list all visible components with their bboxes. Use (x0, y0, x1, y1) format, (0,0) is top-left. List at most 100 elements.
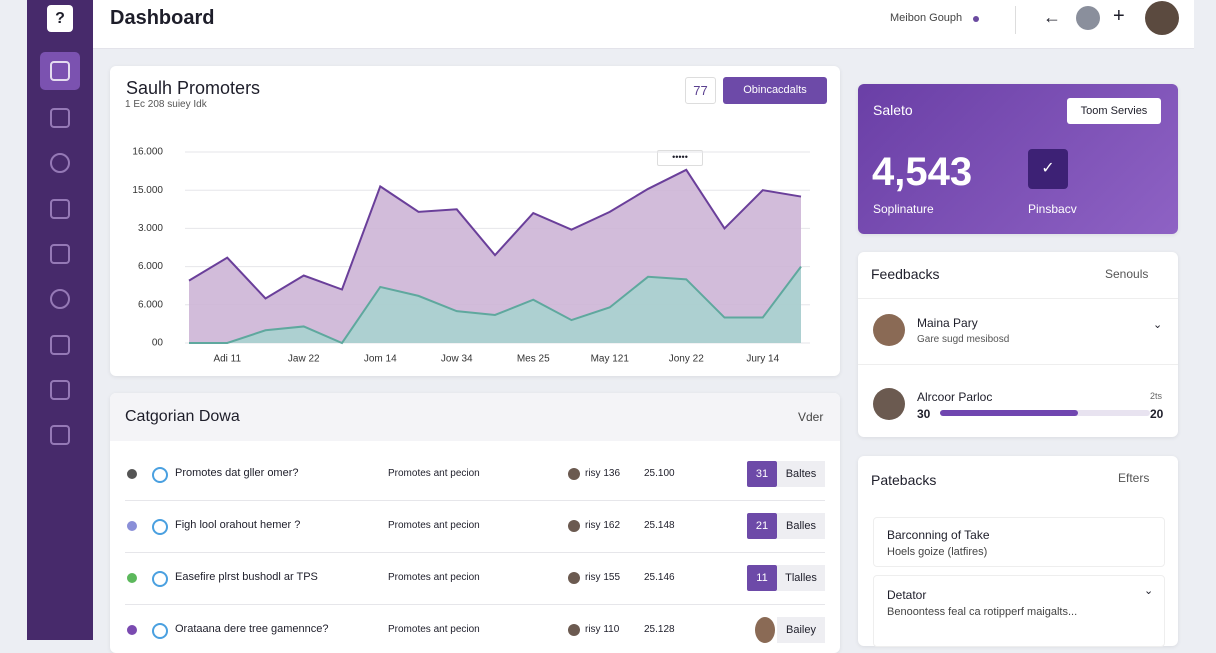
number: 25.148 (644, 520, 675, 531)
avatar (568, 624, 580, 636)
y-tick-label: 16.000 (132, 147, 163, 158)
category: Promotes ant pecion (388, 468, 480, 479)
nav-icon[interactable] (50, 380, 70, 400)
x-tick-label: Adi 11 (213, 354, 241, 365)
row-divider (125, 604, 825, 605)
action-button[interactable]: Obincacdalts (723, 77, 827, 104)
row-icon (152, 571, 168, 587)
count-badge: 11 (747, 565, 777, 591)
reference: risy 155 (585, 572, 621, 583)
number: 25.128 (644, 624, 675, 635)
table-card: Catgorian Dowa Vder Promotes dat gller o… (110, 393, 840, 653)
category: Promotes ant pecion (388, 624, 480, 635)
question[interactable]: Easefire plrst bushodl ar TPS (175, 571, 318, 583)
row-icon (152, 623, 168, 639)
add-button[interactable]: + (1113, 5, 1125, 27)
question[interactable]: Figh lool orahout hemer ? (175, 519, 301, 531)
item-title: Barconning of Take (887, 528, 990, 542)
card-button[interactable]: Toom Servies (1067, 98, 1161, 124)
avatar (873, 388, 905, 420)
row-icon (152, 519, 168, 535)
question[interactable]: Orataana dere tree gamennce? (175, 623, 329, 635)
item-name: Alrcoor Parloc (917, 390, 993, 404)
nav-active[interactable] (40, 52, 80, 90)
chevron[interactable]: ⌄ (1144, 585, 1154, 597)
card-title: Saleto (873, 102, 913, 118)
category: Promotes ant pecion (388, 520, 480, 531)
nav-icon[interactable] (50, 108, 70, 128)
status-dot (127, 573, 137, 583)
item-meta: 2ts (1150, 391, 1163, 401)
y-tick-label: 6.000 (138, 299, 163, 310)
card-action[interactable]: Efters (1118, 471, 1150, 485)
divider (1015, 6, 1016, 34)
feedbacks-card: Feedbacks Senouls Maina Pary Gare sugd m… (858, 252, 1178, 437)
item-title: Detator (887, 588, 927, 602)
avatar (568, 468, 580, 480)
item-name: Maina Pary (917, 316, 978, 330)
list-item[interactable]: Barconning of Take Hoels goize (latfires… (873, 517, 1165, 567)
status-dot (127, 625, 137, 635)
item-text: Gare sugd mesibosd (917, 334, 1010, 345)
patebacks-card: Patebacks Efters Barconning of Take Hoel… (858, 456, 1178, 647)
status-dot (127, 521, 137, 531)
chart-subtitle: 1 Ec 208 suiey Idk (125, 99, 207, 110)
x-tick-label: Jury 14 (746, 354, 779, 365)
list-item[interactable]: Detator Benoontess feal ca rotipperf mai… (873, 575, 1165, 647)
tag[interactable]: Baltes (777, 461, 825, 487)
header: Dashboard Meibon Gouph ← + (93, 0, 1194, 49)
tag[interactable]: Tlalles (777, 565, 825, 591)
chart: 00 6.000 6.000 3.000 15.000 16.000 Adi 11 Jaw 2… (132, 147, 810, 365)
reference: risy 162 (585, 520, 621, 531)
divider (858, 364, 1178, 365)
avatar[interactable] (1145, 1, 1179, 35)
status-dot (127, 469, 137, 479)
nav-icon[interactable] (50, 244, 70, 264)
page-title: Dashboard (110, 7, 215, 29)
reference: risy 136 (585, 468, 621, 479)
big-value: 4,543 (872, 150, 973, 194)
sales-card: Saleto Toom Servies 4,543 ✓ Soplinature … (858, 84, 1178, 234)
tag[interactable]: Bailey (777, 617, 825, 643)
chevron[interactable]: ⌄ (1153, 319, 1163, 331)
avatar (755, 617, 775, 643)
badge[interactable]: 77 (685, 77, 716, 104)
row-divider (125, 552, 825, 553)
y-tick-label: 3.000 (138, 223, 163, 234)
x-tick-label: Jaw 22 (288, 354, 320, 365)
nav-icon[interactable] (50, 153, 70, 173)
nav-icon[interactable] (50, 289, 70, 309)
card-action[interactable]: Senouls (1105, 267, 1149, 281)
nav-icon[interactable] (50, 425, 70, 445)
progress-fill (940, 410, 1078, 416)
table-action[interactable]: Vder (798, 410, 824, 424)
nav-icon[interactable] (50, 335, 70, 355)
chart-title: Saulh Promoters (126, 78, 261, 98)
x-tick-label: Mes 25 (517, 354, 550, 365)
x-tick-label: Jow 34 (441, 354, 473, 365)
table-header (110, 393, 840, 441)
logo[interactable]: ? (47, 5, 73, 32)
x-tick-label: Jony 22 (669, 354, 704, 365)
y-tick-label: 15.000 (132, 185, 163, 196)
avatar[interactable] (1076, 6, 1100, 30)
question[interactable]: Promotes dat gller omer? (175, 467, 299, 479)
row-icon (152, 467, 168, 483)
y-tick-label: 6.000 (138, 261, 163, 272)
back-button[interactable]: ← (1043, 7, 1061, 27)
count-badge: 21 (747, 513, 777, 539)
number: 25.100 (644, 468, 675, 479)
user-name[interactable]: Meibon Gouph (890, 12, 963, 24)
tag[interactable]: Balles (777, 513, 825, 539)
nav-icon[interactable] (50, 199, 70, 219)
progress-track (940, 410, 1150, 416)
row-divider (125, 500, 825, 501)
avatar (873, 314, 905, 346)
progress-left: 30 (917, 407, 931, 421)
reference: risy 110 (585, 624, 620, 635)
card-icon: ✓ (1028, 149, 1068, 189)
line (188, 168, 802, 300)
table-title: Catgorian Dowa (125, 408, 240, 425)
card-title: Patebacks (871, 472, 937, 488)
